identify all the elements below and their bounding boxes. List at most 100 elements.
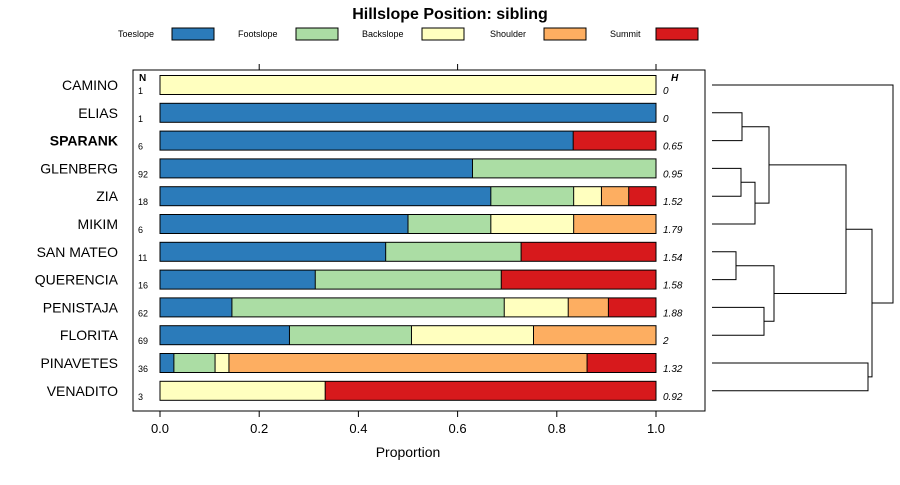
bar-outline [159, 297, 657, 318]
bar-outline [159, 186, 657, 207]
legend-label-shoulder: Shoulder [490, 29, 526, 39]
bar-outline [159, 214, 657, 234]
entropy-value: 0.95 [663, 169, 683, 180]
soil-label: PINAVETES [40, 355, 118, 371]
bar-segment-summit [608, 297, 656, 317]
bar-segment-toeslope [160, 131, 574, 151]
soil-label: MIKIM [78, 216, 118, 232]
row-glenberg: GLENBERG 92 0.95 [40, 158, 683, 180]
bar-segment-shoulder [568, 297, 609, 317]
bar-outline [159, 380, 657, 401]
bar-segment-toeslope [160, 325, 290, 345]
legend-swatch-backslope [421, 27, 465, 41]
bar-segment-summit [325, 381, 656, 401]
row-mikim: MIKIM 6 1.79 [78, 214, 683, 236]
bar-outline [159, 130, 657, 151]
bar-segment-toeslope [160, 103, 656, 123]
bar-segment-summit [521, 242, 656, 262]
n-count: 62 [138, 308, 148, 318]
bar-segment-backslope [160, 75, 656, 95]
x-tick-label: 1.0 [647, 421, 665, 436]
bar-segment-shoulder [573, 214, 656, 234]
bar-segment-summit [587, 353, 656, 373]
dendrogram-branch [712, 84, 894, 304]
x-tick-label: 0.8 [548, 421, 566, 436]
entropy-value: 1.79 [663, 225, 683, 236]
soil-label: ZIA [96, 188, 118, 204]
entropy-value: 0.92 [663, 392, 683, 403]
dendrogram-branch [712, 112, 743, 142]
row-elias: ELIAS 1 0 [78, 102, 669, 125]
dendrogram-branch [712, 181, 756, 225]
entropy-value: 1.52 [663, 197, 683, 208]
row-san-mateo: SAN MATEO 11 1.54 [37, 241, 683, 264]
bar-segment-summit [501, 270, 656, 290]
soil-label: QUERENCIA [35, 272, 119, 288]
plot-panel [132, 69, 706, 412]
n-count: 1 [138, 86, 143, 96]
n-count: 16 [138, 281, 148, 291]
n-count: 3 [138, 392, 143, 402]
bar-outline [159, 269, 657, 290]
legend-swatch-shoulder [543, 27, 587, 41]
n-count: 69 [138, 336, 148, 346]
x-axis-label: Proportion [376, 444, 441, 460]
soil-label: SPARANK [50, 133, 118, 149]
legend-label-toeslope: Toeslope [118, 29, 154, 39]
legend: Toeslope Footslope Backslope Shoulder Summit [118, 27, 699, 41]
n-count: 18 [138, 197, 148, 207]
n-count: 1 [138, 114, 143, 124]
soil-label: FLORITA [60, 327, 119, 343]
soil-label: VENADITO [47, 383, 118, 399]
bar-segment-toeslope [160, 242, 386, 262]
bar-segment-backslope [573, 186, 602, 206]
entropy-value: 1.88 [663, 308, 683, 319]
n-count: 6 [138, 225, 143, 235]
legend-swatch-footslope [295, 27, 339, 41]
dendrogram-branch [712, 306, 765, 336]
x-axis: 0.0 0.2 0.4 0.6 0.8 1.0 [151, 411, 665, 436]
dendrogram-branch [736, 265, 775, 322]
legend-swatch-summit [655, 27, 699, 41]
dendrogram-branch [712, 251, 737, 281]
bar-segment-backslope [490, 214, 574, 234]
bar-segment-toeslope [160, 214, 408, 234]
dendrogram-branch [712, 362, 869, 392]
row-florita: FLORITA 69 2 [60, 325, 669, 347]
bar-segment-footslope [231, 297, 505, 317]
n-count: 6 [138, 142, 143, 152]
bar-outline [159, 353, 657, 373]
entropy-value: 1.54 [663, 253, 683, 264]
bar-segment-footslope [315, 270, 502, 290]
n-count: 92 [138, 169, 148, 179]
row-sparank: SPARANK 6 0.65 [50, 130, 683, 153]
dendrogram-branch [769, 164, 847, 294]
bar-segment-summit [573, 131, 656, 151]
bar-outline [159, 102, 657, 123]
bar-segment-toeslope [160, 186, 491, 206]
bar-segment-footslope [408, 214, 491, 234]
x-tick-label: 0.4 [349, 421, 367, 436]
bar-rows: CAMINO 1 0 ELIAS 1 0 SPARANK 6 0.65 GLENBERG 92 0.9… [35, 75, 683, 403]
soil-label: GLENBERG [40, 160, 118, 176]
bar-segment-footslope [490, 186, 574, 206]
bar-outline [159, 325, 657, 346]
legend-label-backslope: Backslope [362, 29, 404, 39]
bar-segment-shoulder [533, 325, 656, 345]
row-pinavetes: PINAVETES 36 1.32 [40, 353, 683, 375]
n-count: 36 [138, 364, 148, 374]
row-camino: CAMINO 1 0 [62, 75, 669, 97]
bar-segment-backslope [504, 297, 569, 317]
bar-segment-backslope [215, 353, 229, 373]
dendrogram [712, 84, 894, 392]
row-zia: ZIA 18 1.52 [96, 186, 683, 208]
soil-label: SAN MATEO [37, 244, 119, 260]
bar-segment-shoulder [228, 353, 588, 373]
entropy-value: 0 [663, 86, 669, 97]
bar-segment-footslope [385, 242, 522, 262]
chart-title: Hillslope Position: sibling [352, 6, 548, 23]
bar-segment-backslope [160, 381, 326, 401]
soil-label: CAMINO [62, 77, 118, 93]
bar-segment-toeslope [160, 158, 473, 178]
